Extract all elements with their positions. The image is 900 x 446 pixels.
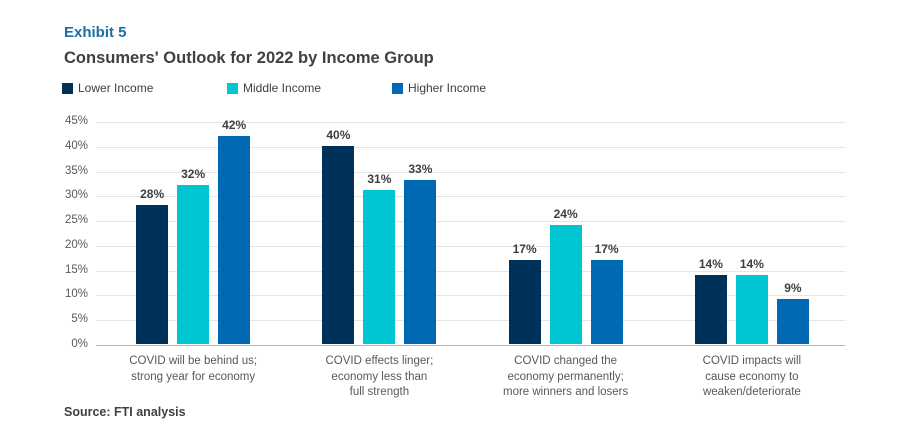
bar-value-label: 24%	[553, 207, 578, 222]
y-tick-label: 35%	[64, 164, 88, 177]
x-axis-line	[96, 345, 845, 346]
y-tick-label: 15%	[64, 263, 88, 276]
bar-value-label: 31%	[367, 172, 392, 187]
page-title: Consumers' Outlook for 2022 by Income Gr…	[64, 49, 434, 67]
bar	[404, 180, 437, 344]
gridline	[96, 270, 845, 272]
bar	[735, 274, 768, 344]
legend-label: Lower Income	[78, 81, 154, 95]
exhibit-label: Exhibit 5	[64, 24, 127, 41]
y-tick-label: 45%	[64, 115, 88, 127]
bar-value-label: 9%	[784, 281, 802, 296]
x-category-label: COVID will be behind us; strong year for…	[129, 355, 258, 383]
bar-value-label: 17%	[594, 241, 619, 256]
bar	[590, 259, 623, 344]
legend-label: Higher Income	[408, 81, 487, 95]
bar	[694, 274, 727, 344]
y-tick-label: 5%	[71, 313, 88, 326]
bar-value-label: 14%	[739, 256, 764, 271]
gridline	[96, 295, 845, 297]
x-category-label: COVID impacts will cause economy to weak…	[702, 355, 802, 399]
legend-swatch-icon	[62, 82, 73, 94]
y-tick-label: 20%	[64, 238, 88, 251]
x-category-label: COVID changed the economy permanently; m…	[502, 355, 629, 399]
bar-value-label: 42%	[222, 117, 247, 132]
bar-value-label: 17%	[512, 241, 537, 256]
gridline	[96, 122, 845, 123]
bar	[776, 299, 809, 344]
legend-item-middle-income: Middle Income	[227, 81, 392, 95]
bar	[322, 145, 355, 344]
x-axis-labels: COVID will be behind us; strong year for…	[100, 354, 845, 402]
bar-value-label: 40%	[326, 127, 351, 142]
y-tick-label: 0%	[71, 338, 88, 350]
y-tick-label: 40%	[64, 139, 88, 152]
gridline	[96, 146, 845, 148]
legend-item-higher-income: Higher Income	[392, 81, 557, 95]
bar-value-label: 28%	[140, 187, 165, 202]
bar-value-label: 33%	[408, 162, 433, 177]
y-tick-label: 10%	[64, 288, 88, 301]
plot-area: 28% 32% 42% 40% 31% 33% 17% 24% 17% 14% 14% 9%	[96, 118, 845, 346]
bar	[549, 225, 582, 344]
gridline	[96, 245, 845, 247]
bar	[508, 259, 541, 344]
bar-value-label: 32%	[181, 167, 206, 182]
bar	[136, 205, 169, 344]
y-tick-label: 30%	[64, 189, 88, 202]
gridline	[96, 171, 845, 173]
legend-swatch-icon	[227, 82, 238, 94]
bar	[363, 190, 396, 344]
legend-swatch-icon	[392, 82, 403, 94]
gridline	[96, 221, 845, 223]
bar	[218, 135, 251, 344]
y-axis-labels: 0% 5% 10% 15% 20% 25% 30% 35% 40% 45%	[34, 115, 88, 350]
y-tick-label: 25%	[64, 214, 88, 227]
gridline	[96, 320, 845, 322]
bar-value-label: 14%	[698, 256, 723, 271]
legend-item-lower-income: Lower Income	[62, 81, 227, 95]
bar	[177, 185, 210, 344]
source-text: Source: FTI analysis	[64, 405, 186, 419]
x-category-label: COVID effects linger; economy less than …	[325, 355, 434, 399]
legend-label: Middle Income	[243, 81, 322, 95]
legend: Lower Income Middle Income Higher Income	[62, 81, 557, 95]
gridline	[96, 196, 845, 198]
